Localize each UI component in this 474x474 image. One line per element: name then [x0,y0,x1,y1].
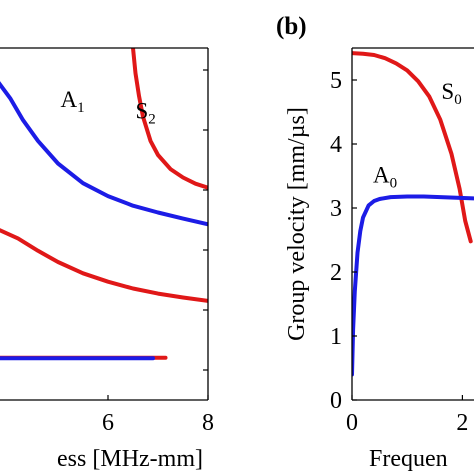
panel-b: 0 2 0 1 2 3 4 5 Frequen Group velocity [mm/µs] A0 S… [284,47,474,472]
x-axis-label-a: ess [MHz-mm] [57,446,203,472]
curve-a-a1 [0,81,208,227]
y-axis-label-b: Group velocity [mm/µs] [284,107,310,341]
y-tick-label: 3 [330,196,342,222]
x-axis-label-b: Frequen [369,446,448,472]
curve-label-s0: S0 [441,79,461,108]
x-tick-label: 0 [346,410,358,436]
y-tick-label: 0 [330,388,342,414]
curve-b-s0 [352,51,473,244]
y-tick-label: 2 [330,260,342,286]
curve-label-s2: S2 [136,98,156,127]
y-tick-label: 5 [330,68,342,94]
x-tick-label: 2 [456,410,468,436]
curve-b-a0 [352,194,474,377]
x-tick-label: 6 [102,410,114,436]
curve-label-a1: A1 [61,87,85,116]
x-tick-label: 8 [202,410,214,436]
curve-a-s1 [0,228,208,303]
y-tick-label: 1 [330,324,342,350]
curve-label-a0: A0 [373,162,397,191]
curve-a-s2 [131,48,208,190]
panel-a: 6 8 ess [MHz-mm] A1 S2 [0,47,214,472]
panel-b-label: (b) [276,13,307,40]
y-tick-label: 4 [330,132,342,158]
